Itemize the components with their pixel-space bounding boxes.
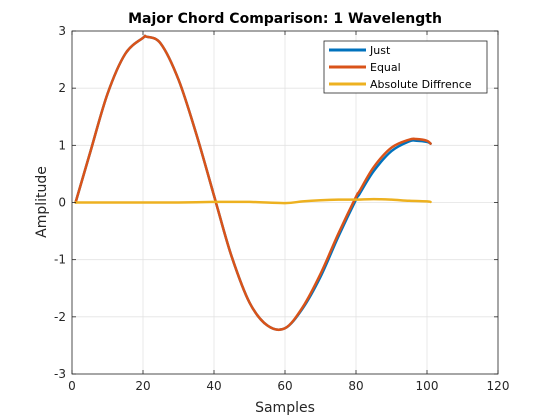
x-tick-label: 40 bbox=[206, 379, 221, 393]
x-tick-label: 0 bbox=[68, 379, 76, 393]
x-tick-label: 60 bbox=[277, 379, 292, 393]
x-tick-label: 120 bbox=[487, 379, 510, 393]
legend-label-absolute-diffrence: Absolute Diffrence bbox=[370, 78, 472, 91]
y-tick-label: -2 bbox=[54, 310, 66, 324]
x-tick-label: 20 bbox=[135, 379, 150, 393]
y-axis-label: Amplitude bbox=[34, 166, 50, 238]
ticks bbox=[71, 30, 499, 375]
y-tick-label: 1 bbox=[58, 138, 66, 152]
legend: Just Equal Absolute Diffrence bbox=[323, 40, 488, 94]
y-tick-label: 2 bbox=[58, 81, 66, 95]
series-group bbox=[74, 34, 432, 332]
x-tick-label: 80 bbox=[348, 379, 363, 393]
x-axis-label: Samples bbox=[255, 400, 315, 416]
legend-label-equal: Equal bbox=[370, 61, 401, 74]
legend-label-just: Just bbox=[369, 44, 391, 57]
tick-labels: 0 20 40 60 80 100 120 -3 -2 -1 0 1 2 3 bbox=[54, 24, 509, 393]
chart-title: Major Chord Comparison: 1 Wavelength bbox=[128, 11, 442, 27]
y-tick-label: 0 bbox=[58, 196, 66, 210]
x-tick-label: 100 bbox=[416, 379, 439, 393]
series-line-absolute-diffrence bbox=[74, 197, 432, 205]
y-tick-label: -3 bbox=[54, 367, 66, 381]
y-tick-label: 3 bbox=[58, 24, 66, 38]
series-line-equal bbox=[74, 34, 432, 332]
y-tick-label: -1 bbox=[54, 253, 66, 267]
